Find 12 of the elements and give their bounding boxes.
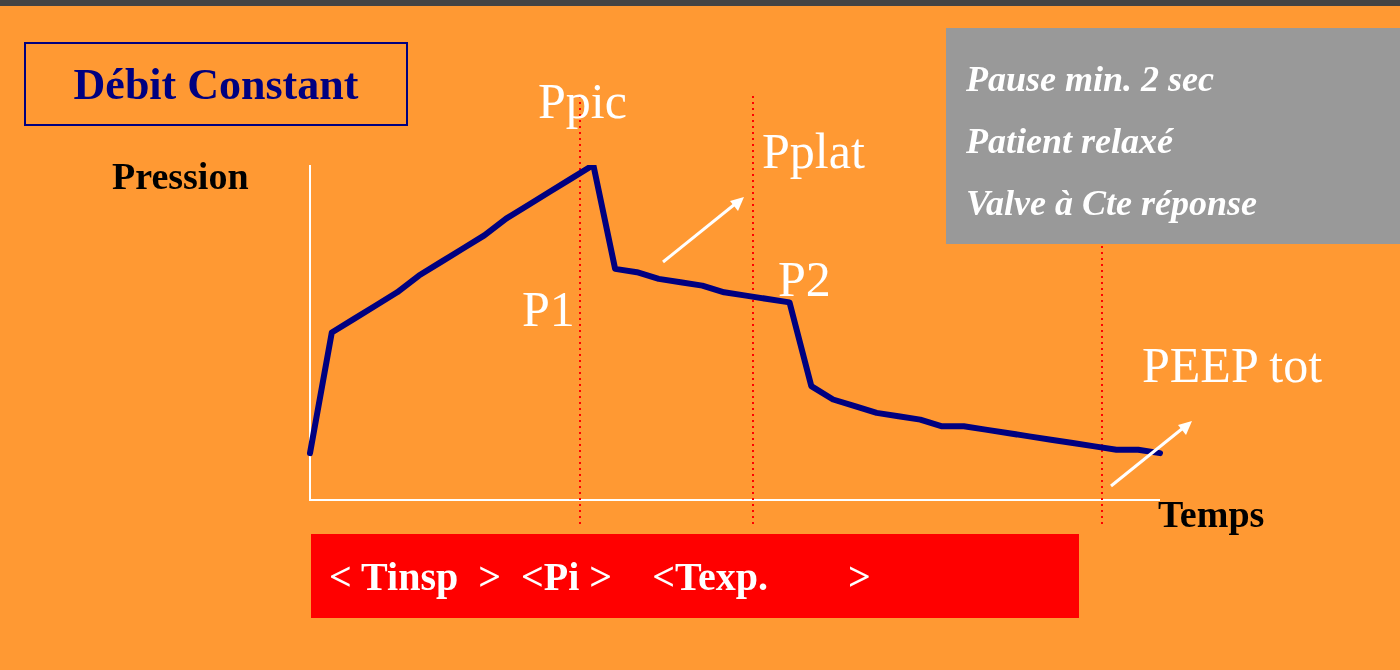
text: Ppic: [538, 73, 627, 129]
text: < Tinsp > <Pi > <Texp. >: [311, 534, 1079, 618]
annotation: Pplat: [762, 123, 865, 179]
text: Patient relaxé: [966, 120, 1175, 163]
text: Pause min. 2 sec: [966, 58, 1215, 101]
annotation: PEEP tot: [1142, 337, 1323, 393]
annotation: Valve à Cte réponse: [966, 182, 1258, 225]
chart-title: Débit Constant: [24, 42, 408, 126]
y-axis-title: Pression: [112, 154, 249, 198]
x-axis-title: Temps: [1158, 492, 1265, 536]
annotation: P1: [522, 281, 575, 337]
annotation: P2: [778, 251, 831, 307]
